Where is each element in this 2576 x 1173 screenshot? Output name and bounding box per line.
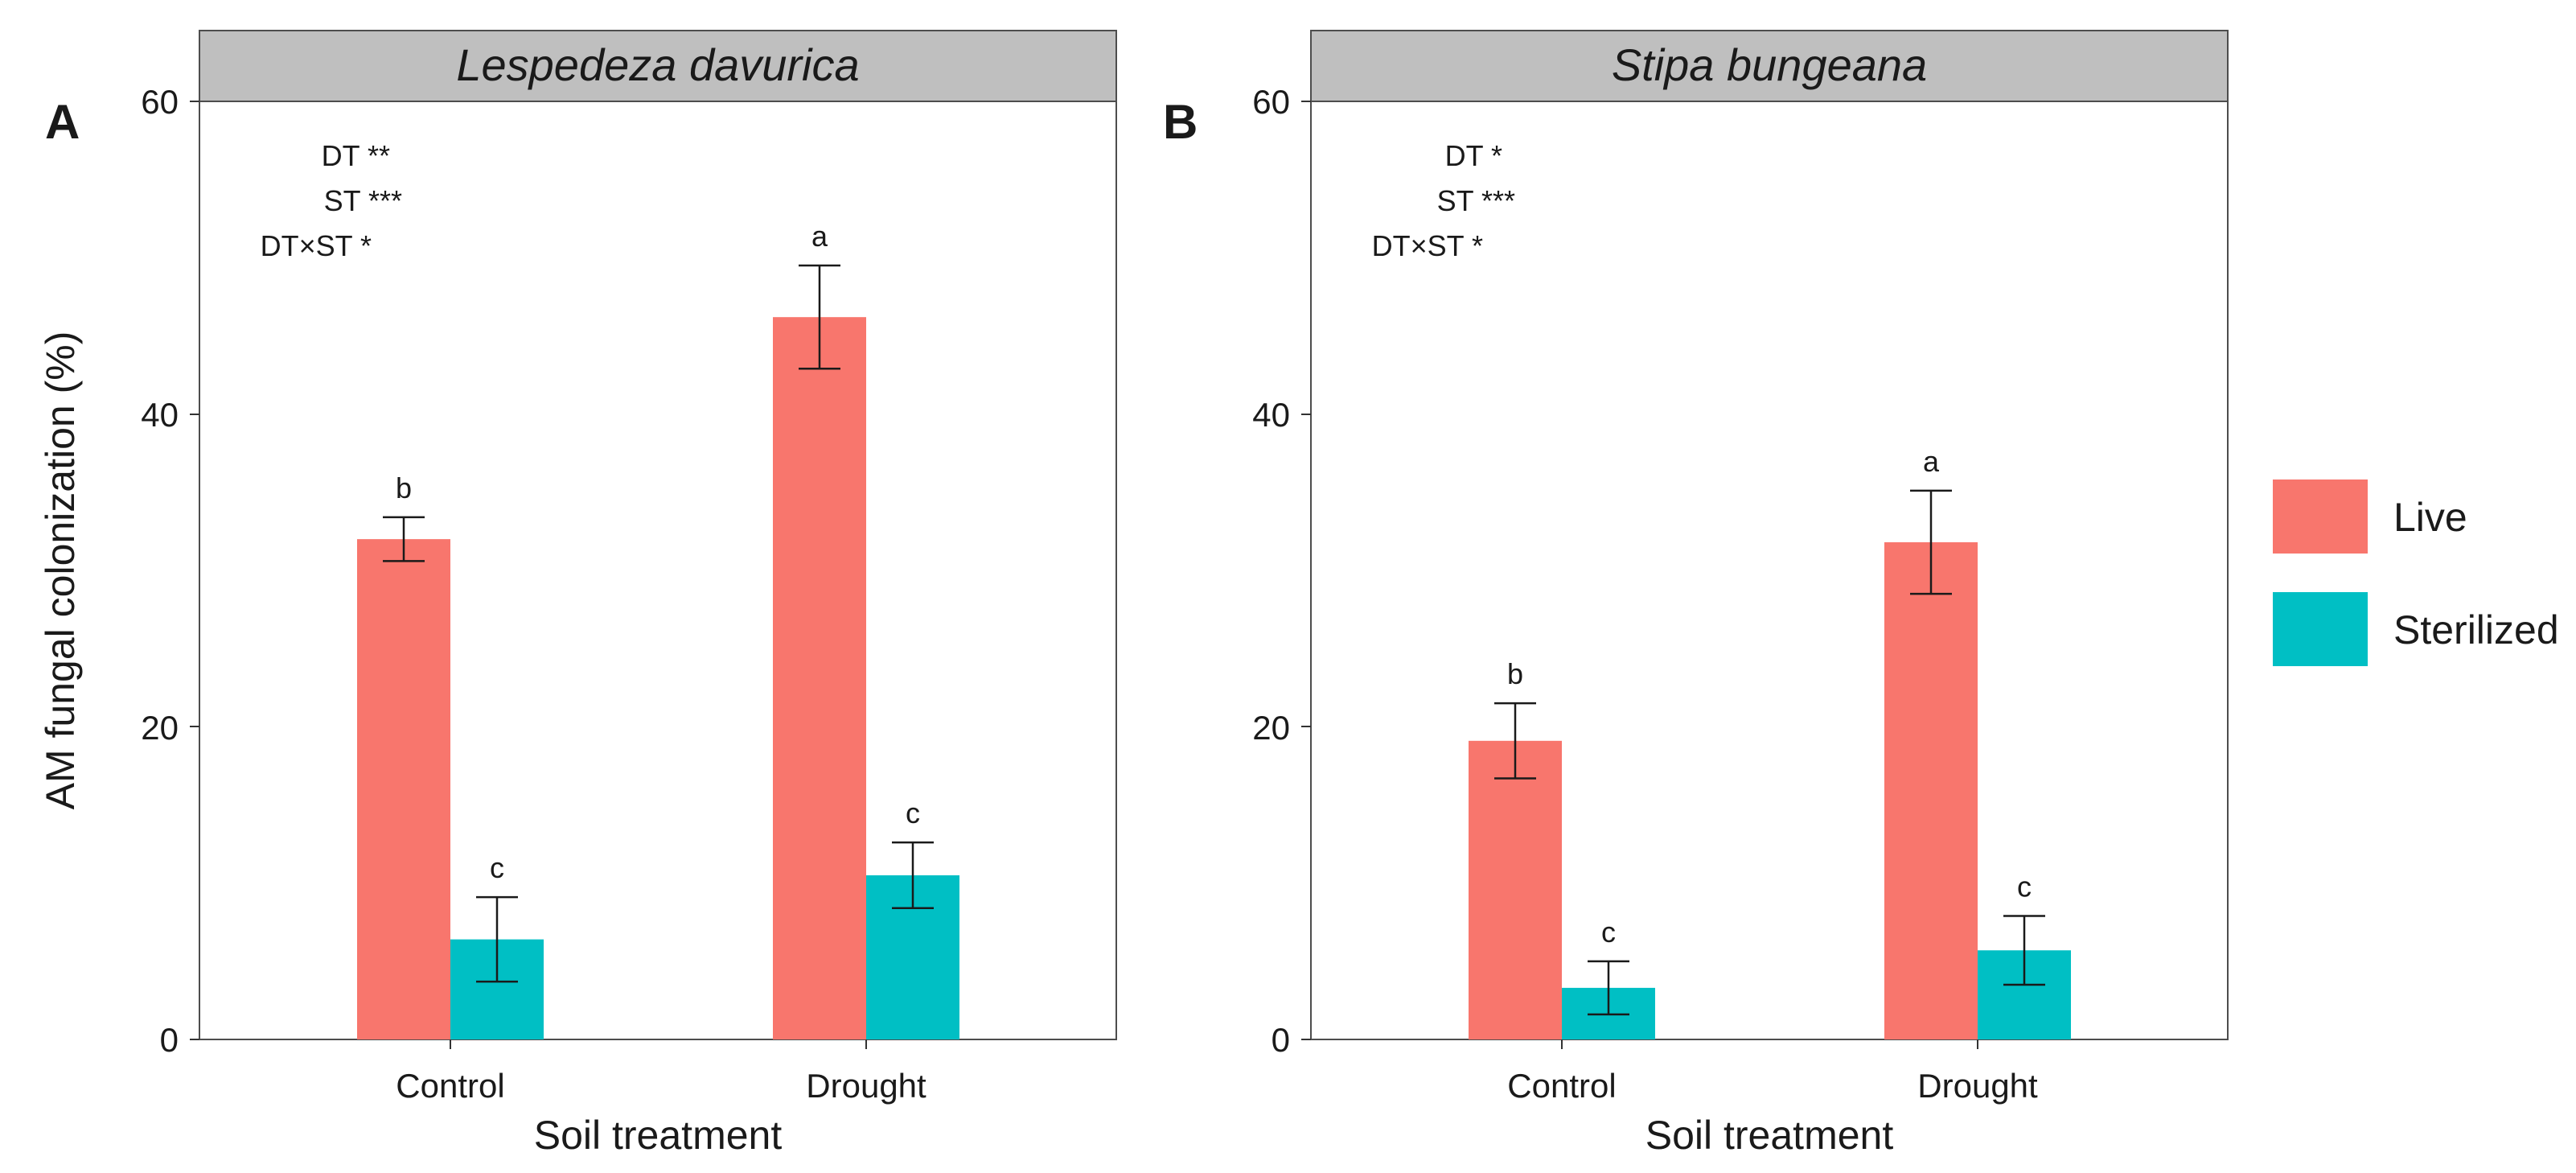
panel-a-letter-live-drought: a bbox=[811, 220, 828, 253]
panel-b-sig-st-term: ST bbox=[1437, 184, 1474, 217]
panel-a-sig-dtxst-stars: * bbox=[360, 229, 372, 262]
panel-b-sig-dt-term: DT bbox=[1445, 139, 1484, 172]
panel-b-sig-dt: DT * bbox=[1445, 139, 1502, 172]
panel-a-ytick-20: 20 bbox=[141, 709, 179, 747]
panel-a-letter-live-control: b bbox=[396, 471, 412, 504]
panel-a-strip bbox=[199, 30, 1117, 102]
panel-a-xtick-drought: Drought bbox=[806, 1067, 926, 1105]
panel-b-sig-dt-stars: * bbox=[1491, 139, 1502, 172]
panel-b-ytick-60: 60 bbox=[1252, 83, 1290, 121]
panel-b: Stipa bungeana B 0 20 40 60 Control Drou… bbox=[1163, 30, 2229, 1158]
panel-a: Lespedeza davurica A 0 20 40 60 Control … bbox=[38, 30, 1117, 1158]
legend-label-sterilized: Sterilized bbox=[2393, 607, 2559, 652]
panel-b-title: Stipa bungeana bbox=[1612, 39, 1927, 90]
panel-a-plot-area bbox=[199, 101, 1117, 1040]
panel-b-sig-st: ST *** bbox=[1437, 184, 1515, 217]
panel-a-bar-live-control bbox=[357, 539, 450, 1039]
panel-a-ylabel: AM fungal colonization (%) bbox=[38, 331, 83, 810]
panel-a-sig-dtxst-term: DT×ST bbox=[261, 229, 353, 262]
panel-b-bar-live-control bbox=[1469, 740, 1562, 1039]
panel-a-sig-dt: DT ** bbox=[322, 139, 390, 172]
panel-a-sig-st-stars: *** bbox=[368, 184, 402, 217]
panel-a-letter-sterilized-control: c bbox=[490, 851, 504, 884]
panel-b-sig-dtxst-stars: * bbox=[1472, 229, 1483, 262]
panel-a-letter-sterilized-drought: c bbox=[906, 796, 920, 829]
panel-b-sig-st-stars: *** bbox=[1481, 184, 1515, 217]
panel-a-xtick-control: Control bbox=[396, 1067, 504, 1105]
panel-a-title: Lespedeza davurica bbox=[456, 39, 859, 90]
panel-a-tag: A bbox=[45, 95, 80, 149]
panel-b-ytick-20: 20 bbox=[1252, 709, 1290, 747]
panel-b-plot-area bbox=[1310, 101, 2229, 1040]
panel-b-bar-live-drought bbox=[1884, 542, 1978, 1039]
panel-b-sig-dtxst-term: DT×ST bbox=[1372, 229, 1465, 262]
panel-a-sig-st: ST *** bbox=[324, 184, 402, 217]
panel-b-letter-sterilized-drought: c bbox=[2017, 870, 2032, 903]
panel-a-sig-dtxst: DT×ST * bbox=[261, 229, 372, 262]
panel-b-xtick-drought: Drought bbox=[1917, 1067, 2038, 1105]
panel-b-sig-dtxst: DT×ST * bbox=[1372, 229, 1483, 262]
panel-a-ytick-40: 40 bbox=[141, 396, 179, 434]
panel-a-xlabel: Soil treatment bbox=[534, 1113, 783, 1158]
panel-b-letter-live-control: b bbox=[1507, 657, 1523, 690]
panel-b-bars: b c a c bbox=[1469, 445, 2071, 1039]
panel-b-xtick-control: Control bbox=[1507, 1067, 1616, 1105]
panel-a-bar-live-drought bbox=[773, 317, 866, 1039]
panel-b-tag: B bbox=[1163, 95, 1198, 149]
panel-b-letter-live-drought: a bbox=[1923, 445, 1940, 478]
panel-a-sig-dt-term: DT bbox=[322, 139, 360, 172]
panel-a-sig-st-term: ST bbox=[324, 184, 361, 217]
panel-a-sig-dt-stars: ** bbox=[368, 139, 390, 172]
panel-a-bars: b c a c bbox=[357, 220, 959, 1039]
panel-b-strip bbox=[1310, 30, 2229, 102]
legend-swatch-live bbox=[2273, 479, 2368, 554]
panel-a-ytick-0: 0 bbox=[160, 1021, 179, 1059]
legend: Live Sterilized bbox=[2273, 479, 2559, 666]
legend-label-live: Live bbox=[2393, 495, 2467, 540]
panel-b-ytick-40: 40 bbox=[1252, 396, 1290, 434]
panel-b-letter-sterilized-control: c bbox=[1601, 916, 1616, 949]
legend-swatch-sterilized bbox=[2273, 592, 2368, 666]
panel-b-xlabel: Soil treatment bbox=[1645, 1113, 1894, 1158]
panel-b-ytick-0: 0 bbox=[1272, 1021, 1290, 1059]
panel-a-ytick-60: 60 bbox=[141, 83, 179, 121]
